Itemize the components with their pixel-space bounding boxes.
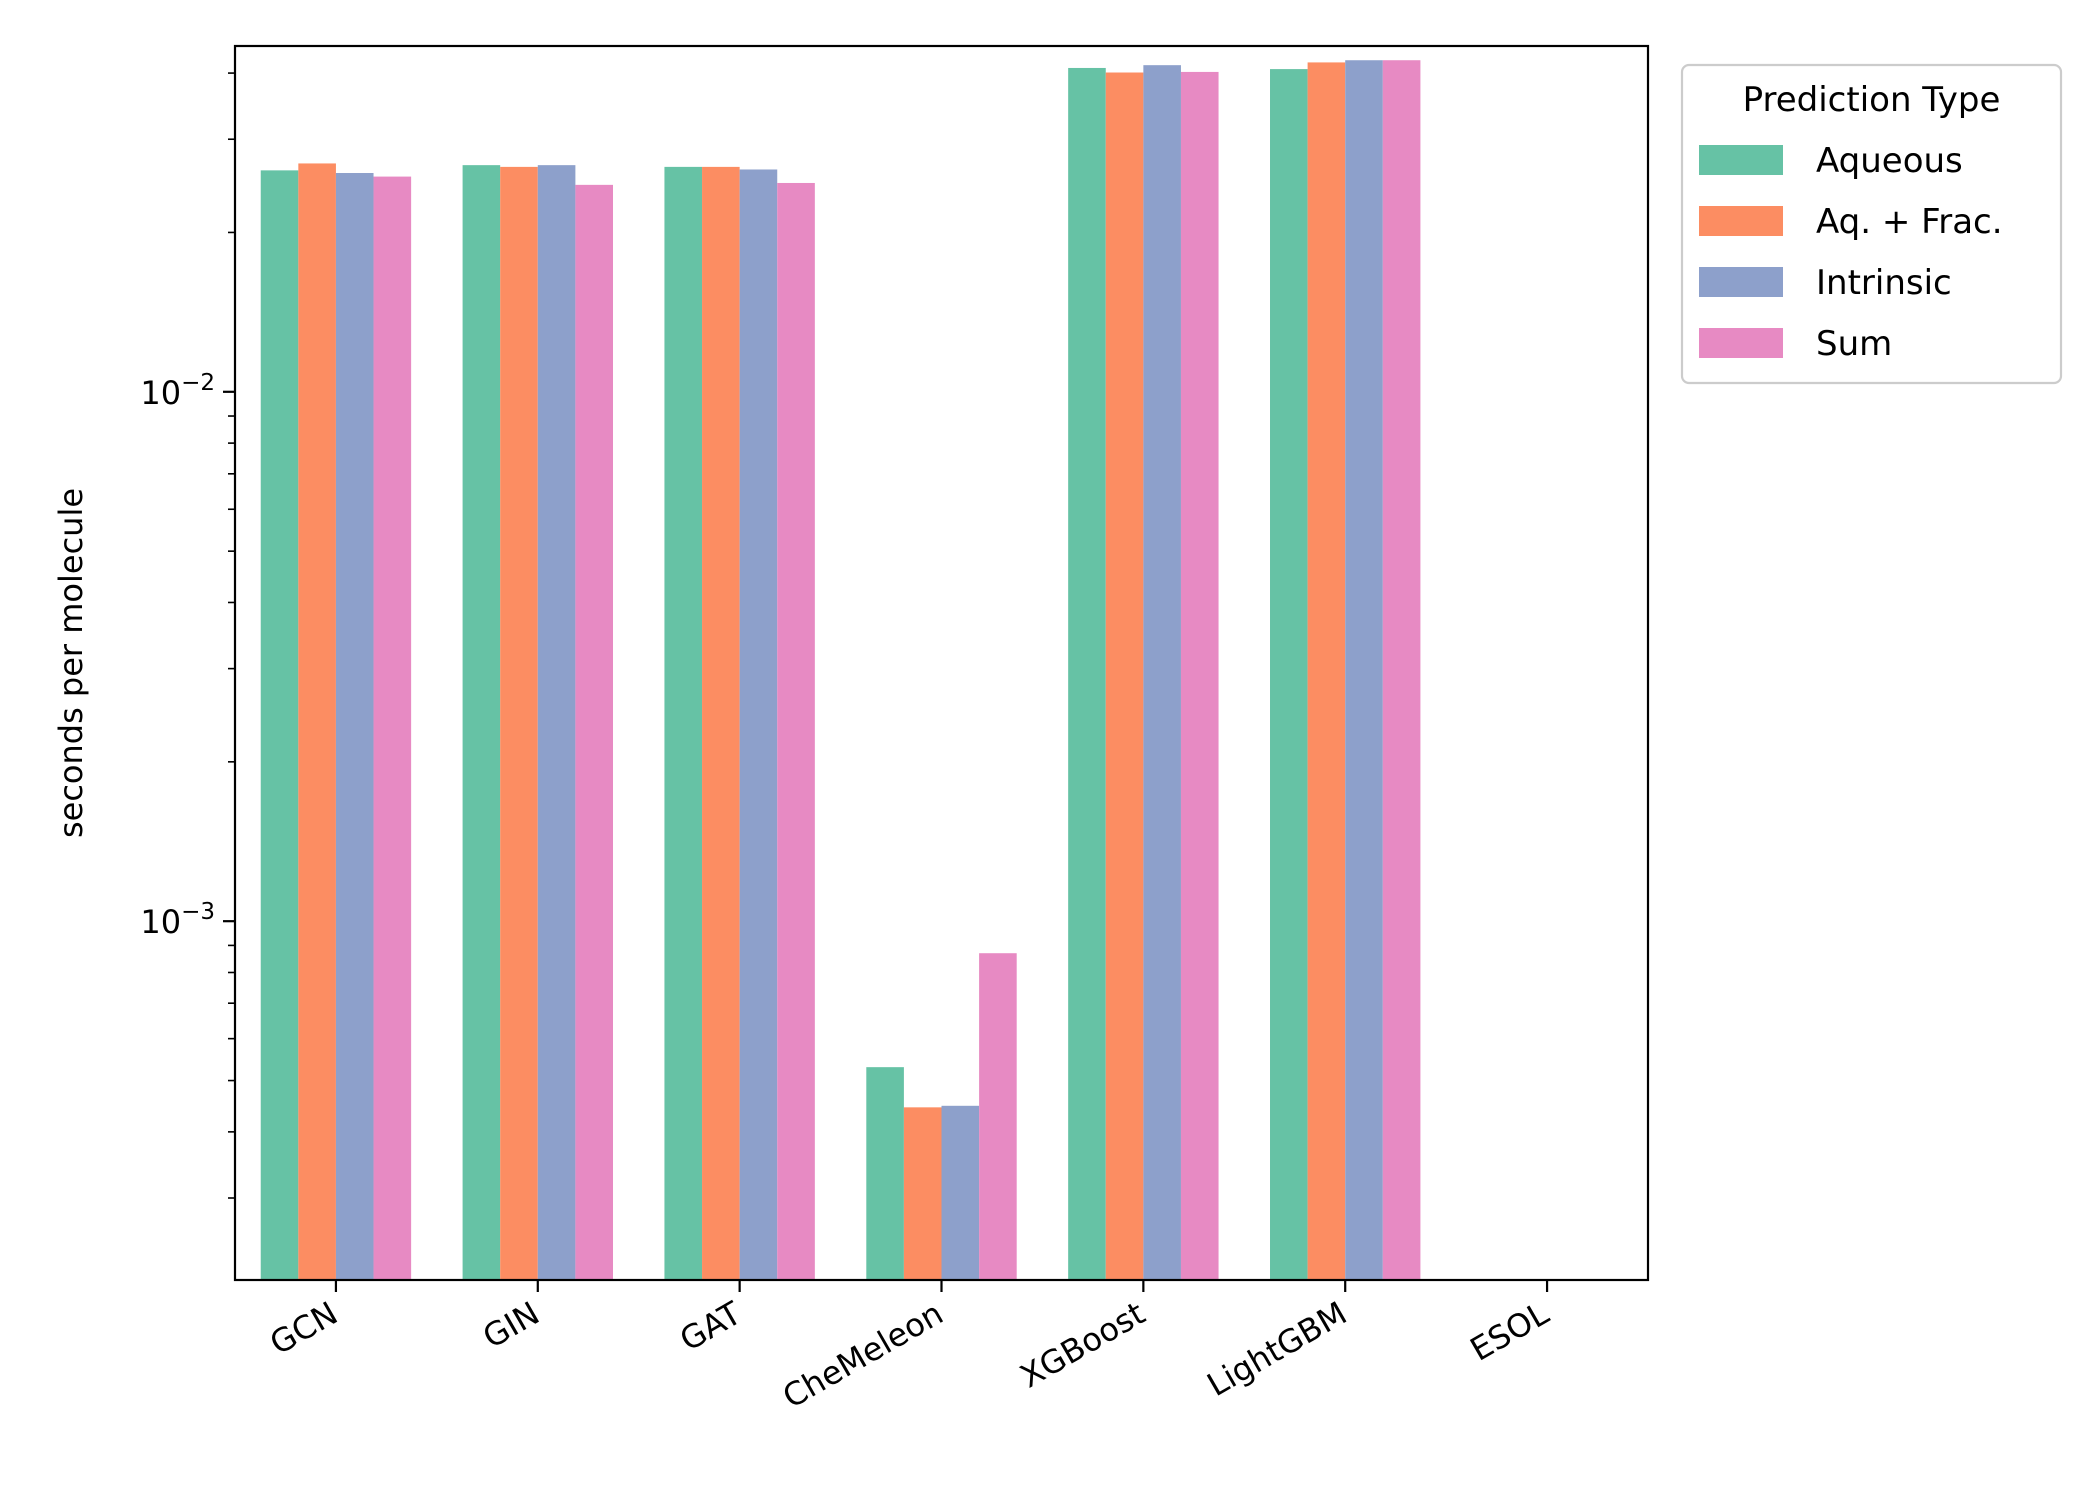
bar-xgboost-intrinsic <box>1143 65 1181 1280</box>
x-tick-label: XGBoost <box>1014 1294 1152 1395</box>
bar-gat-aqueous <box>664 166 703 1280</box>
x-axis: GCN GIN GAT CheMeleon XGBoost LightGBM ESOL <box>263 1280 1555 1416</box>
bar-gin-sum <box>575 184 613 1281</box>
x-tick-label: ESOL <box>1464 1294 1556 1369</box>
plot-frame <box>233 44 1650 1282</box>
bar-gat-intrinsic <box>739 169 778 1281</box>
bar-gat-sum <box>777 182 815 1281</box>
x-tick-label: LightGBM <box>1201 1294 1354 1404</box>
legend-swatch <box>1699 145 1783 175</box>
bar-gcn-aq-frac <box>298 163 336 1281</box>
x-tick-label: GCN <box>263 1294 344 1362</box>
bar-gcn-intrinsic <box>335 173 374 1280</box>
bar-gcn-sum <box>373 176 412 1281</box>
bar-gin-aq-frac <box>500 166 538 1280</box>
legend-label: Aqueous <box>1816 141 1963 181</box>
y-tick-label: 10−3 <box>140 899 215 941</box>
bar-gin-intrinsic <box>537 165 576 1280</box>
bar-chemeleon-aqueous <box>866 1067 904 1280</box>
x-tick-label: GAT <box>673 1294 748 1359</box>
legend-swatch <box>1699 328 1783 358</box>
legend: Prediction Type Aqueous Aq. + Frac. Intrins… <box>1680 63 2063 385</box>
legend-title: Prediction Type <box>1743 80 2001 120</box>
bar-lightgbm-sum <box>1382 60 1421 1281</box>
bars-layer <box>260 60 1421 1281</box>
bar-lightgbm-aq-frac <box>1307 62 1346 1280</box>
bar-lightgbm-aqueous <box>1270 69 1308 1281</box>
legend-label: Aq. + Frac. <box>1816 202 2003 242</box>
bar-gin-aqueous <box>462 165 501 1280</box>
bar-gcn-aqueous <box>260 170 299 1281</box>
y-axis-title: seconds per molecule <box>52 488 90 838</box>
y-tick-label: 10−2 <box>140 370 215 412</box>
y-axis: 10−3 10−2 <box>140 72 235 1199</box>
legend-label: Sum <box>1816 324 1892 364</box>
bar-chemeleon-intrinsic <box>941 1105 980 1280</box>
bar-xgboost-sum <box>1180 71 1219 1280</box>
legend-label: Intrinsic <box>1816 263 1952 303</box>
bar-lightgbm-intrinsic <box>1345 60 1383 1281</box>
x-tick-label: CheMeleon <box>776 1294 949 1416</box>
bar-xgboost-aq-frac <box>1105 72 1144 1280</box>
bar-chemeleon-sum <box>979 953 1017 1280</box>
legend-swatch <box>1699 206 1783 236</box>
bar-gat-aq-frac <box>702 166 740 1280</box>
bar-chemeleon-aq-frac <box>903 1107 942 1280</box>
x-tick-label: GIN <box>476 1294 545 1356</box>
bar-xgboost-aqueous <box>1068 67 1106 1281</box>
legend-swatch <box>1699 267 1783 297</box>
legend-frame <box>1680 63 2063 385</box>
